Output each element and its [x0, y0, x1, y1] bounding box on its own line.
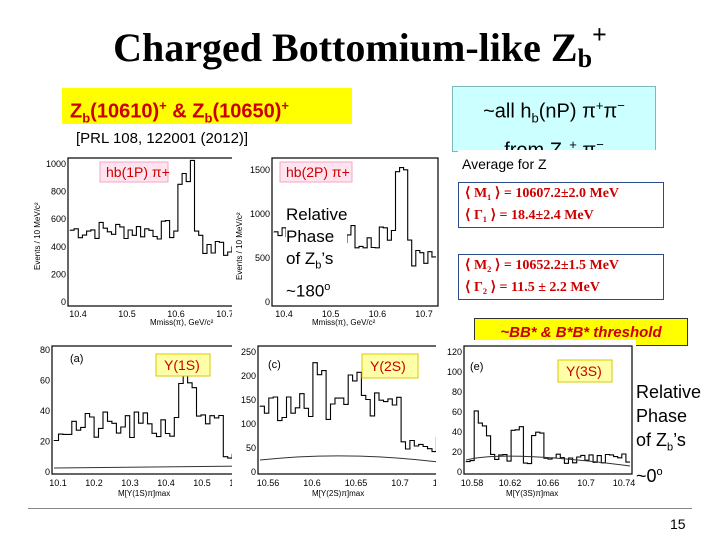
y1s-panel-tag: (a) [70, 353, 83, 365]
hb1p-x-tick-0: 10.4 [69, 309, 87, 319]
y1s-y-tick-0: 0 [45, 467, 50, 477]
average-title: Average for Z [462, 156, 547, 172]
hb1p-y-tick-2: 400 [51, 242, 66, 252]
hb2p-label-box [279, 161, 353, 183]
y3s-label: Υ(3S) [566, 363, 602, 379]
zb1-width: ⟨ Γ₁ ⟩ = 18.4±2.4 MeV [465, 208, 594, 223]
y2s-y-tick-0: 0 [251, 467, 256, 477]
zb2-params-box: ⟨ M₂ ⟩ = 10652.2±1.5 MeV ⟨ Γ₂ ⟩ = 11.5 ±… [458, 254, 664, 300]
y3s-y-tick-1: 20 [452, 447, 462, 457]
zb-states-box: Zb(10610)+ & Zb(10650)+ [62, 88, 352, 126]
page-title: Charged Bottomium-like Zb+ [113, 20, 607, 73]
hb1p-x-tick-1: 10.5 [118, 309, 136, 319]
relative-phase-note-2: Relative Phase of Zb’s ~0o [636, 382, 702, 486]
y3s-label-box [557, 359, 613, 383]
y2s-label: Υ(2S) [370, 358, 406, 374]
average-parameters-panel: Average for Z ⟨ M₁ ⟩ = 10607.2±2.0 MeV ⟨… [458, 150, 668, 310]
y3s-x-tick-0: 10.58 [461, 478, 484, 488]
y1s-label: Υ(1S) [164, 357, 200, 373]
hb1p-label-box [99, 161, 169, 183]
hb1p-y-tick-3: 600 [51, 214, 66, 224]
y3s-x-tick-1: 10.62 [499, 478, 522, 488]
page-number: 15 [670, 516, 686, 532]
y3s-histogram: 0 20 40 60 80 100 120 10.58 10.62 10.66 10.7 10.74… [436, 340, 636, 500]
hb2p-y-tick-0: 0 [265, 297, 270, 307]
zb1-params-box: ⟨ M₁ ⟩ = 10607.2±2.0 MeV ⟨ Γ₁ ⟩ = 18.4±2… [458, 182, 664, 228]
y1s-x-tick-1: 10.2 [85, 478, 103, 488]
hb1p-histogram: 0 200 400 600 800 1000 10.4 10.5 10.6 10.7 hb(1P… [30, 150, 245, 328]
y2s-label-box [361, 353, 419, 379]
hb1p-y-tick-4: 800 [51, 187, 66, 197]
y1s-x-tick-2: 10.3 [121, 478, 139, 488]
hb2p-xlabel: Mmiss(π), GeV/c² [312, 318, 376, 327]
hb1p-x-tick-3: 10.7 [216, 309, 234, 319]
y1s-y-tick-1: 20 [40, 437, 50, 447]
y2s-y-tick-5: 250 [241, 347, 256, 357]
y2s-y-tick-2: 100 [241, 419, 256, 429]
y3s-x-tick-2: 10.66 [537, 478, 560, 488]
y3s-x-tick-4: 10.74 [613, 478, 636, 488]
y3s-y-tick-4: 80 [452, 387, 462, 397]
y3s-y-tick-2: 40 [452, 427, 462, 437]
y3s-panel-tag: (e) [470, 361, 483, 373]
zb2-mass: ⟨ M₂ ⟩ = 10652.2±1.5 MeV [465, 258, 620, 273]
hb2p-y-tick-3: 1500 [250, 165, 270, 175]
zb1-mass: ⟨ M₁ ⟩ = 10607.2±2.0 MeV [465, 186, 620, 201]
y3s-y-tick-6: 120 [447, 347, 462, 357]
y2s-panel-tag: (c) [268, 359, 281, 371]
hb2p-x-tick-0: 10.4 [275, 309, 293, 319]
relative-phase-note-1: Relative Phase of Zb’s ~180o [286, 204, 348, 304]
y1s-y-tick-4: 80 [40, 345, 50, 355]
hb2p-ylabel: Events / 10 MeV/c² [235, 212, 244, 280]
hb1p-y-tick-1: 200 [51, 269, 66, 279]
hb2p-x-tick-1: 10.5 [322, 309, 340, 319]
y3s-xlabel: M[Υ(3S)π]max [506, 489, 558, 498]
hb1p-x-tick-2: 10.6 [167, 309, 185, 319]
y1s-y-tick-3: 60 [40, 376, 50, 386]
y3s-y-tick-3: 60 [452, 407, 462, 417]
footer-divider [28, 508, 692, 509]
reference-citation: [PRL 108, 122001 (2012)] [76, 130, 249, 147]
y1s-x-tick-0: 10.1 [49, 478, 67, 488]
y1s-x-tick-3: 10.4 [157, 478, 175, 488]
y2s-x-tick-0: 10.56 [257, 478, 280, 488]
y2s-x-tick-1: 10.6 [303, 478, 321, 488]
y2s-x-tick-3: 10.7 [391, 478, 409, 488]
y3s-y-tick-5: 100 [447, 367, 462, 377]
y1s-y-tick-2: 40 [40, 406, 50, 416]
hb2p-label: hb(2P) π+ [286, 164, 350, 180]
hb2p-x-tick-3: 10.7 [415, 309, 433, 319]
y2s-x-tick-2: 10.65 [345, 478, 368, 488]
hb2p-y-tick-1: 500 [255, 253, 270, 263]
hb2p-x-tick-2: 10.6 [369, 309, 387, 319]
hb1p-y-tick-5: 1000 [46, 159, 66, 169]
y2s-y-tick-1: 50 [246, 443, 256, 453]
hb-decay-box: ~all hb(nP) π+π− from Zb+ π− [452, 86, 656, 164]
y1s-xlabel: M[Υ(1S)π]max [118, 489, 170, 498]
hb1p-ylabel: Events / 10 MeV/c² [33, 202, 42, 270]
zb2-width: ⟨ Γ₂ ⟩ = 11.5 ± 2.2 MeV [465, 280, 600, 295]
y3s-x-tick-3: 10.7 [577, 478, 595, 488]
y3s-y-tick-0: 0 [457, 467, 462, 477]
y2s-y-tick-3: 150 [241, 395, 256, 405]
y2s-xlabel: M[Υ(2S)π]max [312, 489, 364, 498]
hb1p-y-tick-0: 0 [61, 297, 66, 307]
y2s-y-tick-4: 200 [241, 371, 256, 381]
hb1p-xlabel: Mmiss(π), GeV/c² [150, 318, 214, 327]
hb2p-y-tick-2: 1000 [250, 209, 270, 219]
y1s-label-box [155, 353, 211, 377]
hb1p-label: hb(1P) π+ [106, 164, 170, 180]
y1s-x-tick-4: 10.5 [193, 478, 211, 488]
